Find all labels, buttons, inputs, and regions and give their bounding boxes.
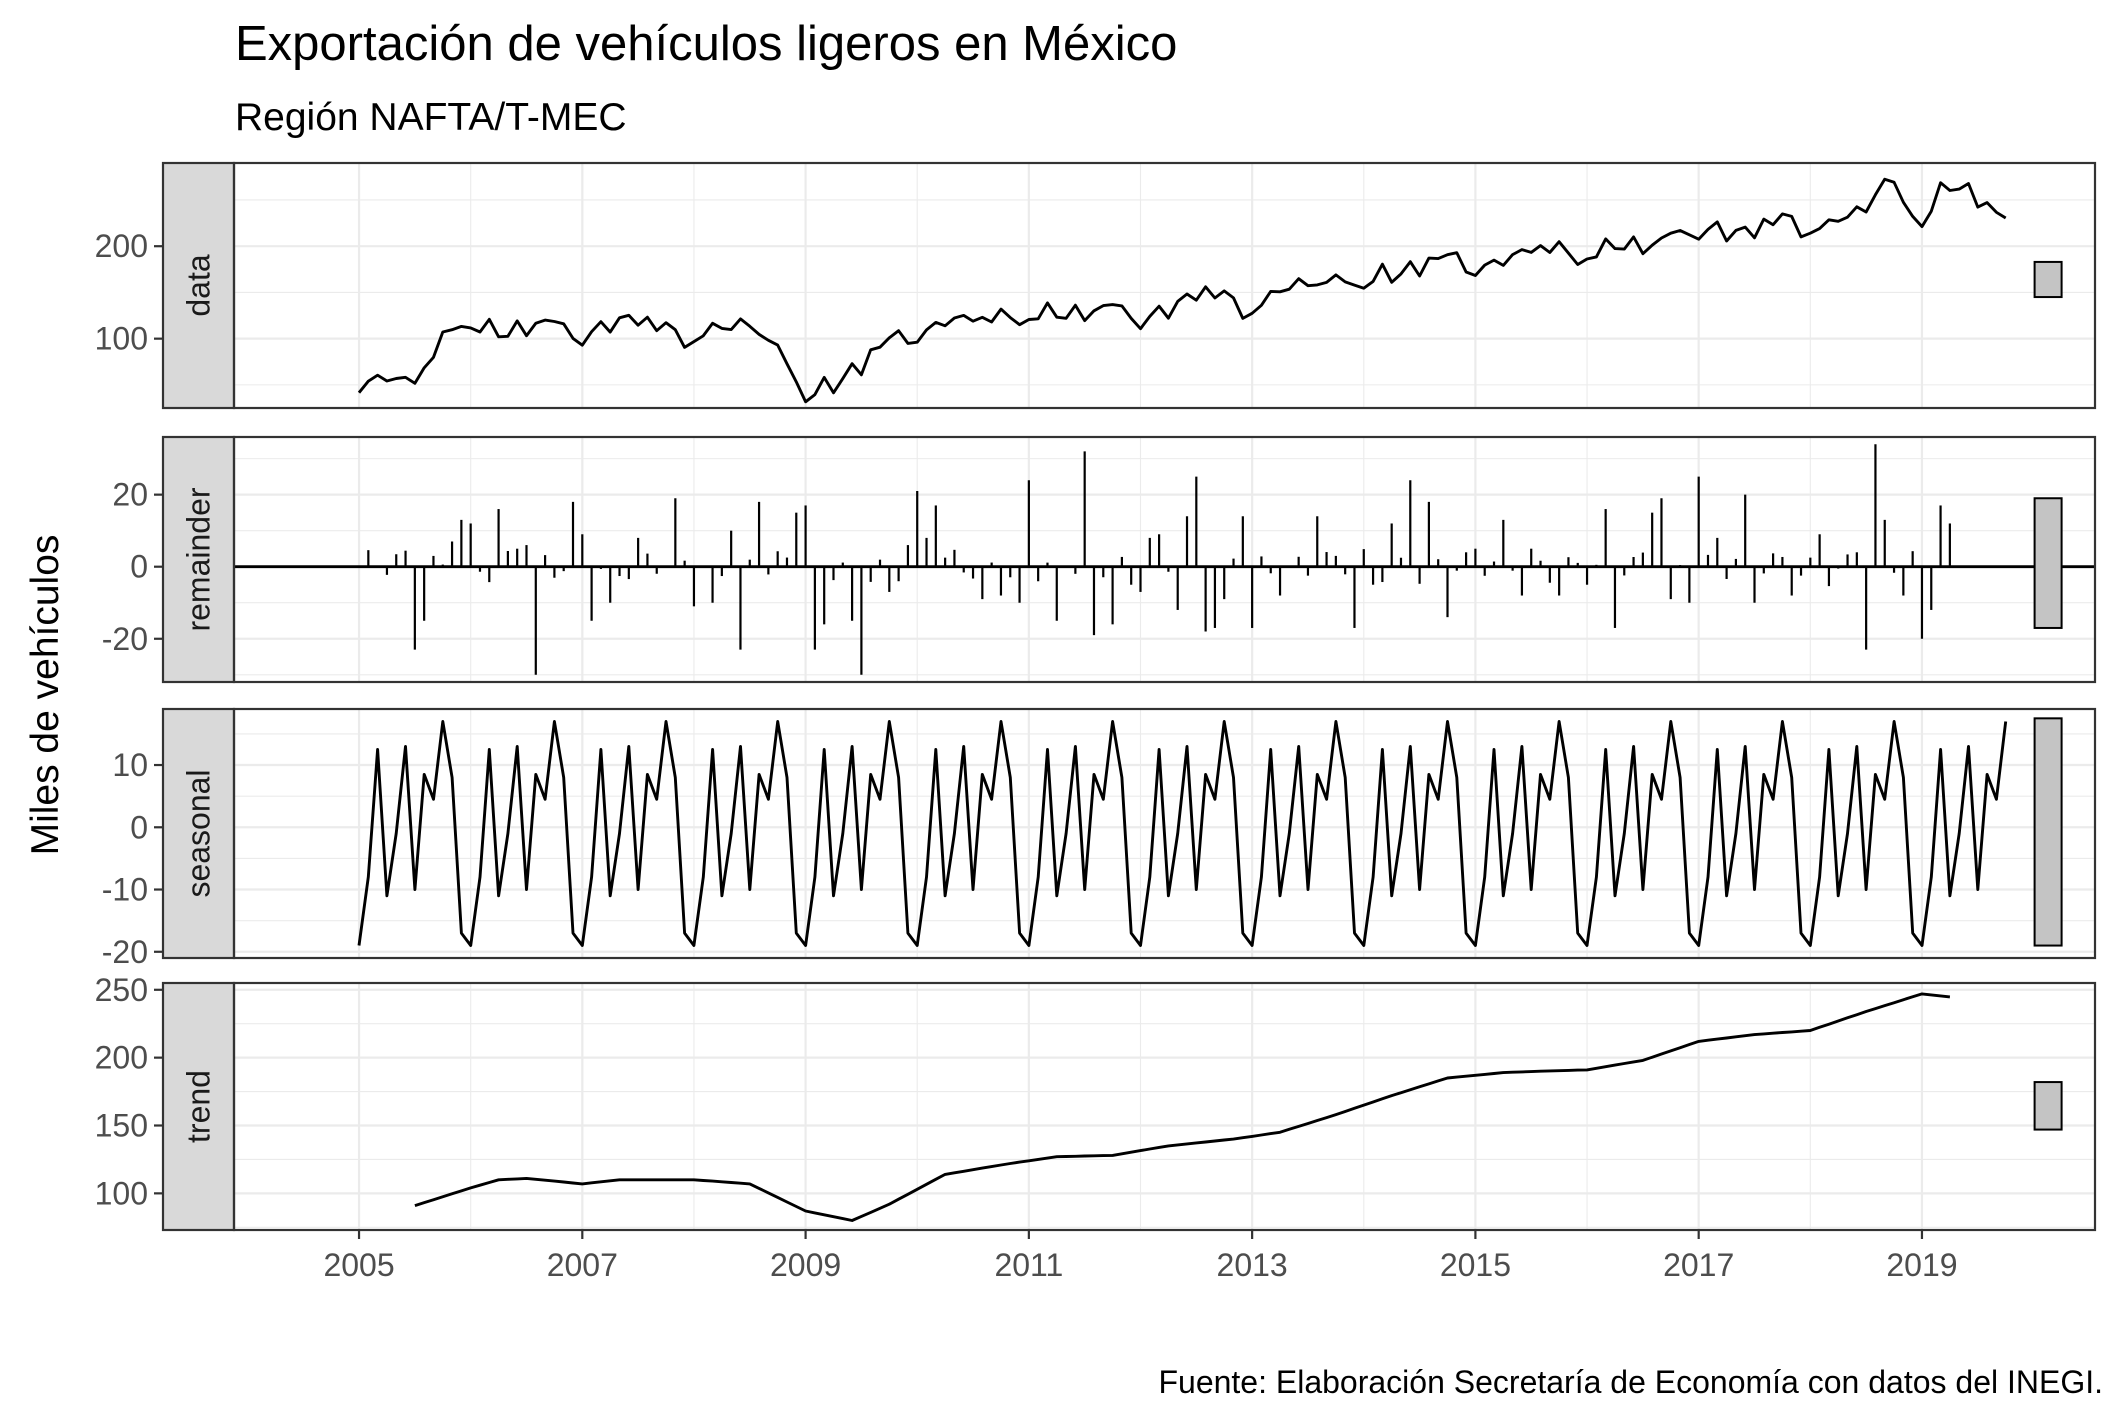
y-tick-label: -10 bbox=[102, 872, 148, 908]
x-tick-label: 2005 bbox=[323, 1247, 394, 1283]
y-tick-label: 250 bbox=[95, 972, 148, 1008]
chart-caption: Fuente: Elaboración Secretaría de Econom… bbox=[1158, 1364, 2103, 1400]
y-tick-label: 0 bbox=[130, 809, 148, 845]
x-tick-label: 2009 bbox=[770, 1247, 841, 1283]
y-tick-label: 200 bbox=[95, 1040, 148, 1076]
seasonal-series-line bbox=[357, 720, 2008, 947]
panel-border bbox=[232, 435, 2097, 684]
y-tick-label: 150 bbox=[95, 1108, 148, 1144]
strip-label-data: data bbox=[181, 254, 217, 316]
strip-seasonal bbox=[161, 707, 236, 960]
strip-data bbox=[161, 161, 236, 410]
y-tick-label: 100 bbox=[95, 321, 148, 357]
y-axis-label: Miles de vehículos bbox=[24, 535, 67, 856]
panels-layer: 100 200 data -20 0 20 remainder -20 -10 0 10 season… bbox=[95, 161, 2097, 1232]
strip-label-trend: trend bbox=[181, 1070, 217, 1143]
y-tick-label: 100 bbox=[95, 1175, 148, 1211]
y-tick-label: 200 bbox=[95, 228, 148, 264]
y-tick-label: 20 bbox=[112, 477, 148, 513]
x-tick-label: 2011 bbox=[994, 1247, 1063, 1283]
range-bar-remainder bbox=[2033, 497, 2063, 629]
strip-label-seasonal: seasonal bbox=[181, 769, 217, 897]
x-tick-label: 2007 bbox=[547, 1247, 618, 1283]
chart-title: Exportación de vehículos ligeros en Méxi… bbox=[235, 17, 1177, 71]
strip-trend bbox=[161, 981, 236, 1232]
y-tick-label: -20 bbox=[102, 621, 148, 657]
x-tick-label: 2017 bbox=[1663, 1247, 1734, 1283]
y-tick-label: -20 bbox=[102, 934, 148, 970]
range-bar-trend bbox=[2033, 1081, 2063, 1131]
y-tick-label: 0 bbox=[130, 549, 148, 585]
panel-seasonal: -20 -10 0 10 seasonal bbox=[102, 707, 2097, 970]
chart-subtitle: Región NAFTA/T-MEC bbox=[235, 96, 627, 139]
data-series-line bbox=[357, 177, 2007, 404]
panel-border bbox=[232, 981, 2097, 1232]
strip-remainder bbox=[161, 435, 236, 684]
x-axis: 2005 2007 2009 2011 2013 2015 2017 2019 bbox=[323, 1230, 1958, 1283]
range-bar-data bbox=[2033, 260, 2063, 299]
x-tick-label: 2013 bbox=[1217, 1247, 1288, 1283]
trend-series-line bbox=[414, 992, 1951, 1222]
range-bar-seasonal bbox=[2033, 717, 2063, 947]
panel-remainder: -20 0 20 remainder bbox=[102, 435, 2097, 684]
x-tick-label: 2019 bbox=[1886, 1247, 1957, 1283]
strip-label-remainder: remainder bbox=[181, 487, 217, 631]
panel-trend: 100 150 200 250 trend bbox=[95, 972, 2097, 1232]
panel-border bbox=[232, 707, 2097, 960]
panel-data: 100 200 data bbox=[95, 161, 2097, 410]
panel-border bbox=[232, 161, 2097, 410]
y-tick-label: 10 bbox=[112, 747, 148, 783]
x-tick-label: 2015 bbox=[1440, 1247, 1511, 1283]
